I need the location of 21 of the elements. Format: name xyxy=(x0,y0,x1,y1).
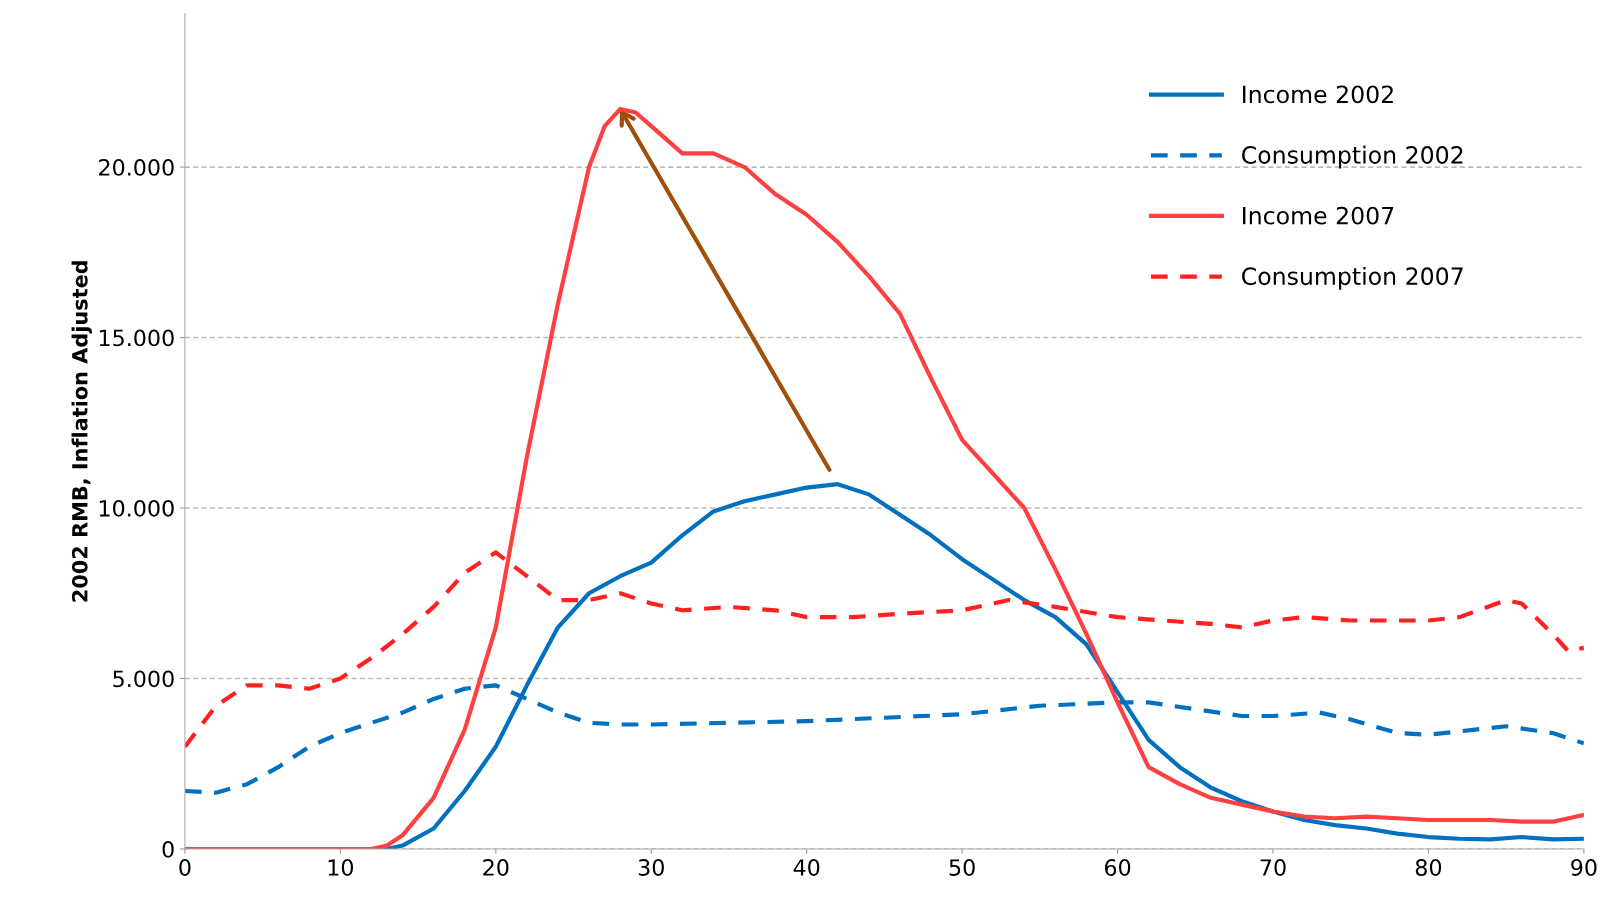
x-tick-label: 60 xyxy=(1104,859,1131,876)
x-tick-label: 90 xyxy=(1571,859,1597,876)
y-tick-label: 20.000 xyxy=(99,159,174,176)
x-tick-label: 80 xyxy=(1415,859,1442,876)
x-tick-label: 20 xyxy=(483,859,509,876)
y-tick-label: 0 xyxy=(162,840,174,858)
y-axis-title: 2002 RMB, Inflation Adjusted xyxy=(71,261,92,602)
line-series xyxy=(184,550,1584,749)
legend-label: Income 2007 xyxy=(1243,206,1394,225)
x-tick-label: 30 xyxy=(638,859,664,876)
x-tick-label: 10 xyxy=(328,859,354,876)
legend-label: Income 2002 xyxy=(1243,85,1393,104)
x-tick-label: 70 xyxy=(1260,859,1286,876)
x-tick-label: 0 xyxy=(179,859,191,876)
legend-label: Consumption 2007 xyxy=(1242,266,1463,290)
x-tick-label: 40 xyxy=(793,859,820,876)
y-tick-label: 5.000 xyxy=(113,670,174,688)
x-tick-label: 50 xyxy=(949,859,975,876)
y-tick-label: 10.000 xyxy=(99,499,174,517)
y-tick-label: 15.000 xyxy=(99,329,174,347)
legend-label: Consumption 2002 xyxy=(1242,145,1463,169)
